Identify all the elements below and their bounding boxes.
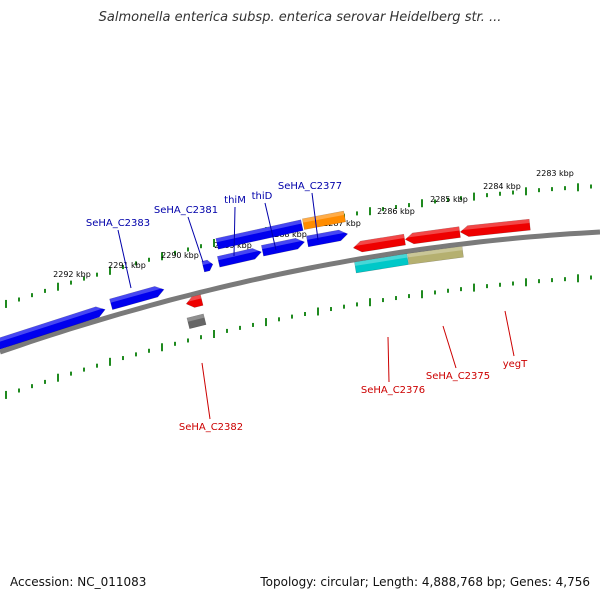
gene-highlight [353,234,405,247]
gene-arrow[interactable] [352,233,406,253]
gene-feature[interactable] [109,284,166,310]
label-leader-line [311,192,319,241]
gene-arrow[interactable] [302,210,346,230]
tick-label: 2290 kbp [161,251,199,260]
gene-arrow[interactable] [186,313,207,330]
gene-label[interactable]: SeHA_C2383 [86,218,150,229]
label-leader-line [187,216,204,263]
gene-highlight [109,286,164,303]
gene-feature[interactable] [0,304,107,352]
gene-highlight [354,253,408,266]
gene-feature[interactable] [306,229,349,248]
tick-label: 2291 kbp [108,261,146,270]
gene-highlight [407,246,463,258]
gene-label[interactable]: SeHA_C2382 [179,422,243,433]
gene-feature[interactable] [354,253,409,274]
label-leader-line [387,336,390,383]
gene-arrow[interactable] [185,294,204,310]
gene-arrow[interactable] [201,259,214,273]
gene-arrow[interactable] [459,218,531,237]
gene-label[interactable]: SeHA_C2376 [361,385,425,396]
gene-highlight [460,219,530,231]
label-leader-line [504,310,515,357]
tick-label: 2286 kbp [377,207,415,216]
gene-feature[interactable] [185,294,204,310]
gene-highlight [306,229,348,240]
gene-highlight [405,226,460,238]
gene-feature[interactable] [215,219,304,250]
gene-feature[interactable] [352,233,406,253]
gene-highlight [0,306,105,345]
label-leader-line [264,202,277,251]
gene-label[interactable]: SeHA_C2375 [426,371,490,382]
gene-label[interactable]: yegT [503,359,528,370]
gene-highlight [201,260,213,266]
gene-label[interactable]: thiD [252,191,273,202]
accession-text: Accession: NC_011083 [10,575,147,589]
tick-label: 2288 kbp [269,230,307,239]
gene-label[interactable]: thiM [224,195,246,206]
label-leader-line [117,229,132,289]
gene-arrow[interactable] [217,247,262,268]
reverse-tick-ring [5,274,592,399]
gene-feature[interactable] [404,226,461,245]
gene-feature[interactable] [217,247,262,268]
gene-arrow[interactable] [354,253,409,274]
gene-arrow[interactable] [404,226,461,245]
label-leader-line [233,206,236,257]
gene-feature[interactable] [261,237,305,257]
gene-highlight [186,313,205,322]
gene-feature[interactable] [459,218,531,237]
tick-label: 2283 kbp [536,169,574,178]
gene-highlight [261,238,305,250]
gene-arrow[interactable] [215,219,304,250]
gene-arrow[interactable] [306,229,349,248]
label-leader-line [201,362,211,420]
gene-arrow[interactable] [261,237,305,257]
gene-highlight [185,294,202,303]
tick-label: 2287 kbp [323,219,361,228]
gene-labels: SeHA_C2383 SeHA_C2381 thiM thiD SeHA_C2377 Se… [86,181,528,433]
gene-highlight [217,248,262,261]
gene-highlight [302,211,345,223]
gene-arrow[interactable] [0,304,107,352]
gene-arrow[interactable] [407,246,464,265]
gene-feature[interactable] [407,246,464,265]
genome-backbone [0,229,600,355]
tick-label: 2292 kbp [53,270,91,279]
gene-feature[interactable] [201,259,214,273]
gene-highlight [215,219,302,243]
gene-feature[interactable] [302,210,346,230]
gene-arrow[interactable] [109,284,166,310]
gene-label[interactable]: SeHA_C2381 [154,205,218,216]
map-title: Salmonella enterica subsp. enterica sero… [98,10,502,25]
tick-label: 2284 kbp [483,182,521,191]
tick-label: 2285 kbp [430,195,468,204]
label-leader-line [442,325,457,369]
gene-features [0,210,531,352]
genome-summary-text: Topology: circular; Length: 4,888,768 bp… [260,575,590,589]
gene-label[interactable]: SeHA_C2377 [278,181,342,192]
gene-feature[interactable] [186,313,207,330]
